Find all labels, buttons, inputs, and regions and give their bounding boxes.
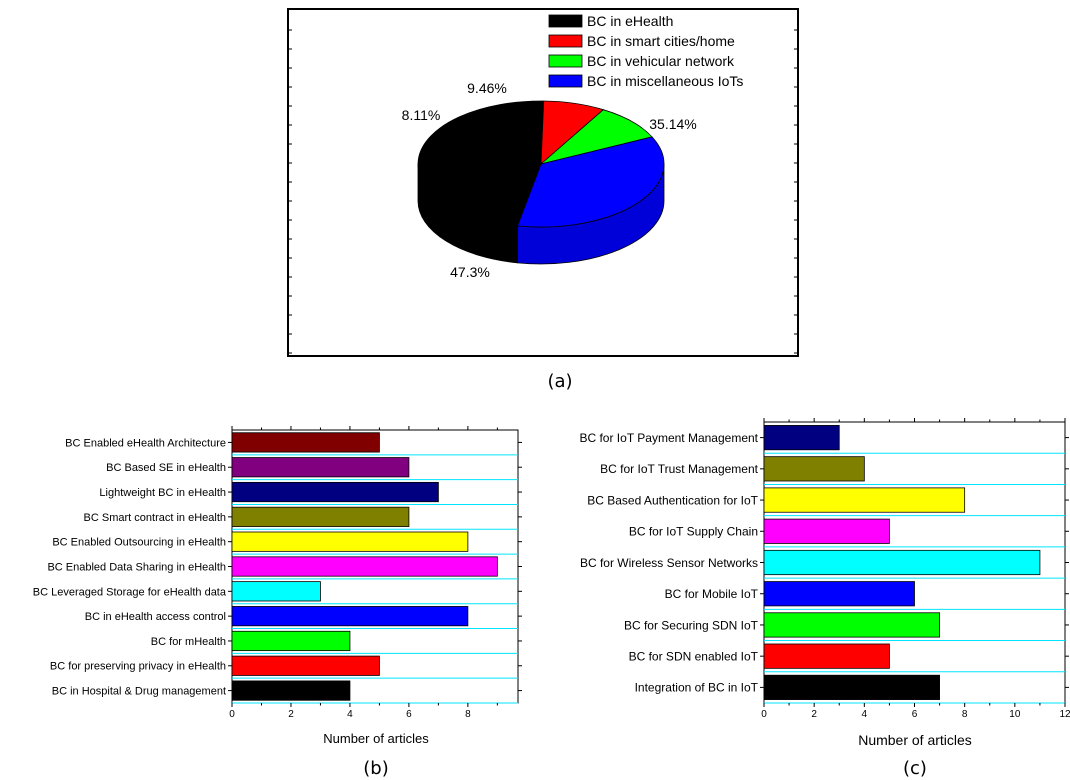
legend-swatch-bc-in-vehicular-network	[548, 54, 583, 68]
chart-b-category-label: BC for preserving privacy in eHealth	[50, 661, 226, 673]
chart-c-category-label: BC Based Authentication for IoT	[587, 493, 758, 507]
chart-c-bar	[763, 674, 940, 700]
chart-b-category-label: BC Enabled eHealth Architecture	[65, 437, 226, 449]
chart-c-category-label: BC for IoT Trust Management	[600, 462, 759, 476]
chart-b-bar	[231, 606, 469, 627]
chart-c-category-label: Integration of BC in IoT	[635, 681, 759, 695]
chart-b-category-label: BC Leveraged Storage for eHealth data	[33, 586, 227, 598]
chart-c-x-axis-label: Number of articles	[858, 732, 972, 748]
chart-c-bar	[763, 643, 890, 669]
chart-c-bar	[763, 549, 1041, 576]
bar-chart-c-panel: BC for IoT Payment Management BC for IoT …	[579, 418, 1070, 779]
chart-b-x-tick-label: 2	[288, 709, 294, 720]
chart-b-x-tick-label: 8	[465, 709, 471, 720]
legend-label-bc-in-smart-cities-home: BC in smart cities/home	[587, 33, 735, 49]
pie-legend: BC in eHealth BC in smart cities/home BC i…	[548, 13, 743, 89]
legend-swatch-bc-in-miscellaneous-iots	[548, 74, 583, 88]
pie-top-slices	[417, 100, 665, 228]
chart-c-x-tick-label: 10	[1009, 709, 1021, 720]
pie-slice-bc-in-miscellaneous-iots	[516, 136, 665, 228]
bar-chart-b-panel: BC Enabled eHealth Architecture BC Based …	[33, 426, 522, 779]
chart-b-bar	[231, 630, 351, 652]
chart-b-bar	[231, 531, 469, 552]
legend-swatch-bc-in-ehealth	[548, 14, 583, 28]
chart-c-bar	[763, 581, 915, 607]
chart-b-category-label: BC for mHealth	[151, 636, 226, 648]
chart-c-bar	[763, 456, 865, 482]
chart-b-x-axis-label: Number of articles	[323, 731, 429, 746]
pie-label-bc-in-vehicular-network: 9.46%	[467, 80, 507, 96]
chart-c-category-label: BC for IoT Payment Management	[579, 431, 758, 445]
caption-b: (b)	[363, 758, 388, 779]
chart-b-bar	[231, 432, 380, 453]
chart-b-bar	[231, 655, 380, 676]
chart-c-category-label: BC for Securing SDN IoT	[624, 618, 759, 632]
pie-slice-labels: 47.3% 8.11% 9.46% 35.14%	[402, 80, 697, 280]
chart-b-category-label: BC in eHealth access control	[85, 611, 226, 623]
chart-c-x-tick-label: 12	[1059, 709, 1070, 720]
chart-c-x-tick-label: 2	[811, 709, 817, 720]
pie-frame-ticks	[288, 29, 798, 354]
bar-chart-b-content: BC Enabled eHealth Architecture BC Based …	[33, 426, 522, 720]
chart-b-bar	[231, 581, 321, 602]
chart-c-x-tick-label: 0	[761, 709, 767, 720]
chart-b-category-label: Lightweight BC in eHealth	[99, 487, 226, 499]
chart-b-bar	[231, 680, 351, 701]
chart-b-x-tick-label: 4	[347, 709, 353, 720]
chart-b-category-label: BC Smart contract in eHealth	[84, 512, 226, 524]
chart-c-category-label: BC for SDN enabled IoT	[629, 649, 759, 663]
bar-chart-c-content: BC for IoT Payment Management BC for IoT …	[579, 418, 1070, 720]
legend-label-bc-in-ehealth: BC in eHealth	[587, 13, 673, 29]
pie-label-bc-in-smart-cities-home: 8.11%	[402, 107, 441, 123]
chart-b-category-label: BC Enabled Outsourcing in eHealth	[52, 537, 226, 549]
caption-a: (a)	[547, 371, 572, 392]
chart-c-x-tick-label: 8	[962, 709, 968, 720]
chart-b-x-tick-label: 0	[229, 709, 235, 720]
chart-b-bar	[231, 481, 439, 503]
chart-b-category-label: BC in Hospital & Drug management	[52, 686, 226, 698]
chart-b-bar	[231, 556, 498, 577]
chart-c-category-label: BC for Mobile IoT	[665, 587, 759, 601]
pie-label-bc-in-ehealth: 47.3%	[450, 264, 490, 280]
chart-c-bar	[763, 612, 940, 638]
chart-b-x-tick-label: 6	[406, 709, 412, 720]
chart-c-category-label: BC for IoT Supply Chain	[629, 525, 758, 539]
chart-b-bar	[231, 457, 410, 478]
chart-c-x-tick-label: 4	[862, 709, 868, 720]
legend-label-bc-in-vehicular-network: BC in vehicular network	[587, 53, 735, 69]
caption-c: (c)	[903, 758, 927, 779]
chart-c-category-label: BC for Wireless Sensor Networks	[580, 556, 758, 570]
chart-c-bar	[763, 487, 966, 513]
chart-c-x-tick-label: 6	[912, 709, 918, 720]
chart-c-bar	[763, 518, 890, 544]
chart-b-category-label: BC Enabled Data Sharing in eHealth	[47, 561, 226, 573]
pie-slice-bc-in-ehealth	[417, 100, 545, 227]
pie-label-bc-in-miscellaneous-iots: 35.14%	[649, 116, 696, 132]
chart-b-category-label: BC Based SE in eHealth	[106, 462, 226, 474]
legend-label-bc-in-miscellaneous-iots: BC in miscellaneous IoTs	[587, 73, 743, 89]
legend-swatch-bc-in-smart-cities-home	[548, 34, 583, 48]
chart-b-bar	[231, 506, 410, 527]
chart-c-bar	[763, 425, 840, 451]
